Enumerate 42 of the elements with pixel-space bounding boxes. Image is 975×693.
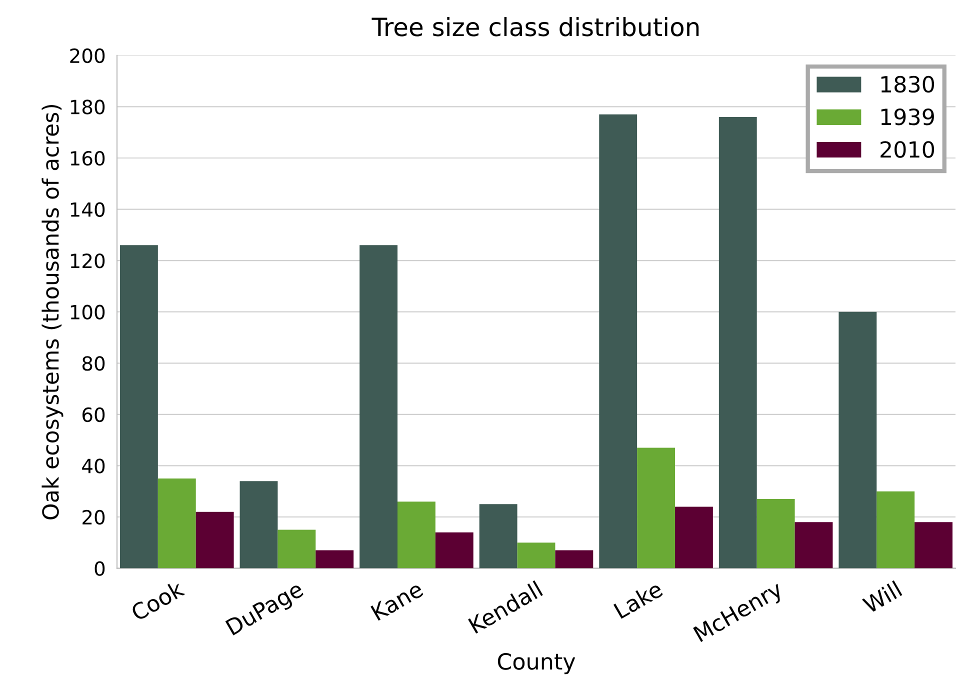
y-tick-label: 200 [70,48,105,64]
x-tick-label: Lake [613,580,664,620]
x-tick-label: Cook [130,579,186,622]
y-tick-label: 0 [94,561,105,576]
bar [555,550,594,568]
y-tick-label: 20 [82,510,105,525]
x-tick-label: Will [862,580,902,614]
bar [278,530,316,568]
bar [240,481,278,568]
legend-label: 1830 [881,76,934,93]
bar [675,506,713,568]
bar [517,542,556,568]
x-tick-label: Kane [370,580,424,621]
bar [637,448,675,568]
bar [718,116,757,568]
bar [756,499,795,568]
bar [360,245,398,568]
y-tick-label: 80 [82,356,105,371]
bar [794,522,833,568]
chart-title: Tree size class distribution [372,17,699,36]
bar [398,502,436,568]
bar [838,312,877,568]
bar [158,478,196,568]
bar [599,114,638,568]
bar [196,512,234,568]
bar [914,522,953,568]
x-axis-title: County [498,653,576,674]
legend-label: 2010 [880,141,934,158]
legend-label: 1939 [881,108,934,126]
y-tick-label: 100 [70,304,105,320]
y-axis-title: Oak ecosystems (thousands of acres) [42,104,64,520]
y-tick-label: 180 [70,100,105,114]
y-tick-label: 60 [82,407,105,422]
bar [435,532,474,568]
bar [316,550,354,568]
bar [120,245,158,568]
y-tick-label: 140 [70,202,105,217]
y-tick-label: 120 [70,254,105,268]
y-tick-label: 160 [70,150,105,166]
bar [876,491,915,568]
y-tick-label: 40 [82,458,105,474]
bar [479,504,518,568]
